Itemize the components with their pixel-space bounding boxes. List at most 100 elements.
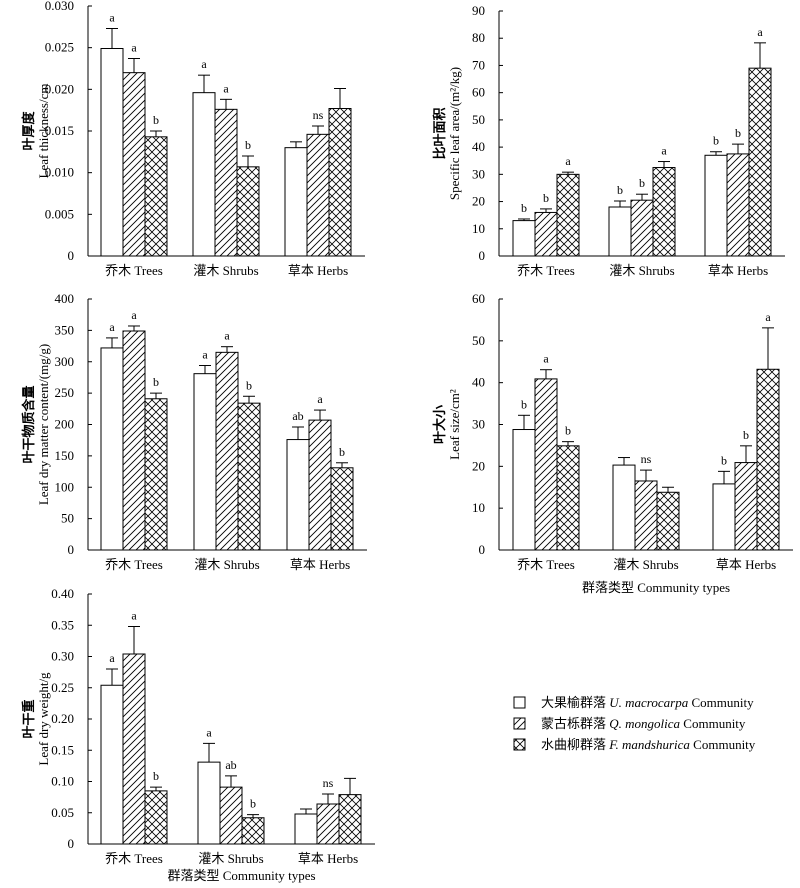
bar-u-macrocarpa bbox=[100, 48, 124, 257]
y-axis-title-cn: 叶干重 bbox=[21, 699, 36, 738]
y-tick-label: 70 bbox=[472, 57, 485, 72]
bar-u-macrocarpa bbox=[704, 154, 728, 257]
significance-label: b bbox=[339, 445, 345, 459]
legend-text-suffix: Community bbox=[680, 716, 746, 731]
bar-u-macrocarpa bbox=[100, 684, 124, 845]
bar-q-mongolica bbox=[214, 108, 238, 257]
bar-u-macrocarpa bbox=[100, 347, 124, 551]
bar-q-mongolica bbox=[308, 419, 332, 551]
y-tick-label: 0 bbox=[479, 542, 486, 557]
significance-label: b bbox=[521, 201, 527, 215]
y-tick-label: 0.010 bbox=[45, 165, 74, 180]
significance-label: a bbox=[109, 320, 115, 334]
bar-u-macrocarpa bbox=[284, 147, 308, 257]
significance-label: a bbox=[201, 57, 207, 71]
y-axis-title-en: Leaf dry weight/g bbox=[36, 672, 51, 766]
bar-f-mandshurica bbox=[236, 166, 260, 257]
significance-label: ns bbox=[641, 452, 652, 466]
y-tick-label: 10 bbox=[472, 221, 485, 236]
y-tick-label: 100 bbox=[55, 479, 75, 494]
svg-text:水曲柳群落 F. mandshurica Community: 水曲柳群落 F. mandshurica Community bbox=[541, 737, 756, 752]
y-tick-label: 90 bbox=[472, 3, 485, 18]
legend-text-cn: 大果榆群落 bbox=[541, 695, 609, 710]
y-tick-label: 0.05 bbox=[51, 805, 74, 820]
y-tick-label: 0.020 bbox=[45, 81, 74, 96]
bar-u-macrocarpa bbox=[294, 813, 318, 845]
bar-u-macrocarpa bbox=[512, 429, 536, 551]
bar-f-mandshurica bbox=[241, 817, 265, 845]
significance-label: a bbox=[661, 144, 667, 158]
bar-q-mongolica bbox=[316, 803, 340, 845]
bar-u-macrocarpa bbox=[286, 439, 310, 551]
x-category-label: 灌木 Shrubs bbox=[194, 557, 259, 572]
significance-label: b bbox=[153, 769, 159, 783]
y-tick-label: 0 bbox=[479, 248, 486, 263]
significance-label: a bbox=[109, 651, 115, 665]
y-tick-label: 0.30 bbox=[51, 649, 74, 664]
y-axis-title-cn: 比叶面积 bbox=[432, 107, 447, 159]
y-tick-label: 20 bbox=[472, 194, 485, 209]
y-tick-label: 30 bbox=[472, 417, 485, 432]
chart-panel-5: 0 0.05 0.10 0.15 0.20 0.25 0.30 0.35 0.40 叶干重 Leaf… bbox=[21, 586, 375, 883]
y-tick-label: 0.25 bbox=[51, 680, 74, 695]
bar-f-mandshurica bbox=[144, 790, 168, 845]
significance-label: b bbox=[246, 378, 252, 392]
y-tick-label: 60 bbox=[472, 291, 485, 306]
y-tick-label: 0.10 bbox=[51, 774, 74, 789]
significance-label: a bbox=[131, 41, 137, 55]
x-category-label: 草本 Herbs bbox=[708, 263, 768, 278]
y-tick-label: 0.030 bbox=[45, 0, 74, 13]
legend-text-cn: 水曲柳群落 bbox=[541, 737, 609, 752]
bar-f-mandshurica bbox=[652, 167, 676, 257]
y-tick-label: 0.005 bbox=[45, 206, 74, 221]
bar-f-mandshurica bbox=[144, 398, 168, 551]
y-tick-label: 150 bbox=[55, 448, 75, 463]
significance-label: b bbox=[743, 428, 749, 442]
svg-text:大果榆群落 U. macrocarpa Community: 大果榆群落 U. macrocarpa Community bbox=[541, 695, 754, 710]
bar-f-mandshurica bbox=[556, 445, 580, 551]
y-tick-label: 10 bbox=[472, 500, 485, 515]
legend-text-suffix: Community bbox=[688, 695, 754, 710]
significance-label: b bbox=[721, 453, 727, 467]
bar-q-mongolica bbox=[630, 199, 654, 257]
bar-f-mandshurica bbox=[748, 67, 772, 257]
significance-label: b bbox=[250, 797, 256, 811]
bar-u-macrocarpa bbox=[193, 373, 217, 551]
legend-swatch-crosshatch bbox=[513, 738, 526, 751]
y-tick-label: 250 bbox=[55, 385, 75, 400]
bar-q-mongolica bbox=[122, 330, 146, 551]
significance-label: b bbox=[735, 126, 741, 140]
significance-label: b bbox=[565, 424, 571, 438]
bar-u-macrocarpa bbox=[712, 483, 736, 551]
significance-label: b bbox=[245, 138, 251, 152]
x-category-label: 乔木 Trees bbox=[105, 263, 163, 278]
y-tick-label: 50 bbox=[472, 112, 485, 127]
bar-q-mongolica bbox=[734, 462, 758, 551]
significance-label: a bbox=[765, 310, 771, 324]
y-tick-label: 0.40 bbox=[51, 586, 74, 601]
x-category-label: 灌木 Shrubs bbox=[193, 263, 258, 278]
bar-q-mongolica bbox=[726, 153, 750, 257]
bar-f-mandshurica bbox=[330, 467, 354, 551]
y-tick-label: 0 bbox=[68, 248, 75, 263]
bar-u-macrocarpa bbox=[608, 206, 632, 257]
legend-item-u-macrocarpa: 大果榆群落 U. macrocarpa Community bbox=[513, 695, 754, 710]
y-tick-label: 0.15 bbox=[51, 742, 74, 757]
y-tick-label: 0 bbox=[68, 836, 75, 851]
significance-label: ab bbox=[292, 409, 303, 423]
chart-panel-2: 0 10 20 30 40 50 60 70 80 90 比叶面积 Specific leaf are… bbox=[432, 3, 785, 278]
bar-u-macrocarpa bbox=[197, 761, 221, 845]
x-category-label: 草本 Herbs bbox=[298, 851, 358, 866]
bar-q-mongolica bbox=[122, 653, 146, 845]
significance-label: b bbox=[713, 134, 719, 148]
y-tick-label: 300 bbox=[55, 354, 75, 369]
y-tick-label: 40 bbox=[472, 375, 485, 390]
bar-u-macrocarpa bbox=[512, 220, 536, 257]
significance-label: a bbox=[757, 25, 763, 39]
y-tick-label: 200 bbox=[55, 417, 75, 432]
x-axis-title: 群落类型 Community types bbox=[582, 580, 730, 595]
y-tick-label: 40 bbox=[472, 139, 485, 154]
significance-label: a bbox=[223, 81, 229, 95]
y-tick-label: 400 bbox=[55, 291, 75, 306]
bar-f-mandshurica bbox=[756, 368, 780, 551]
